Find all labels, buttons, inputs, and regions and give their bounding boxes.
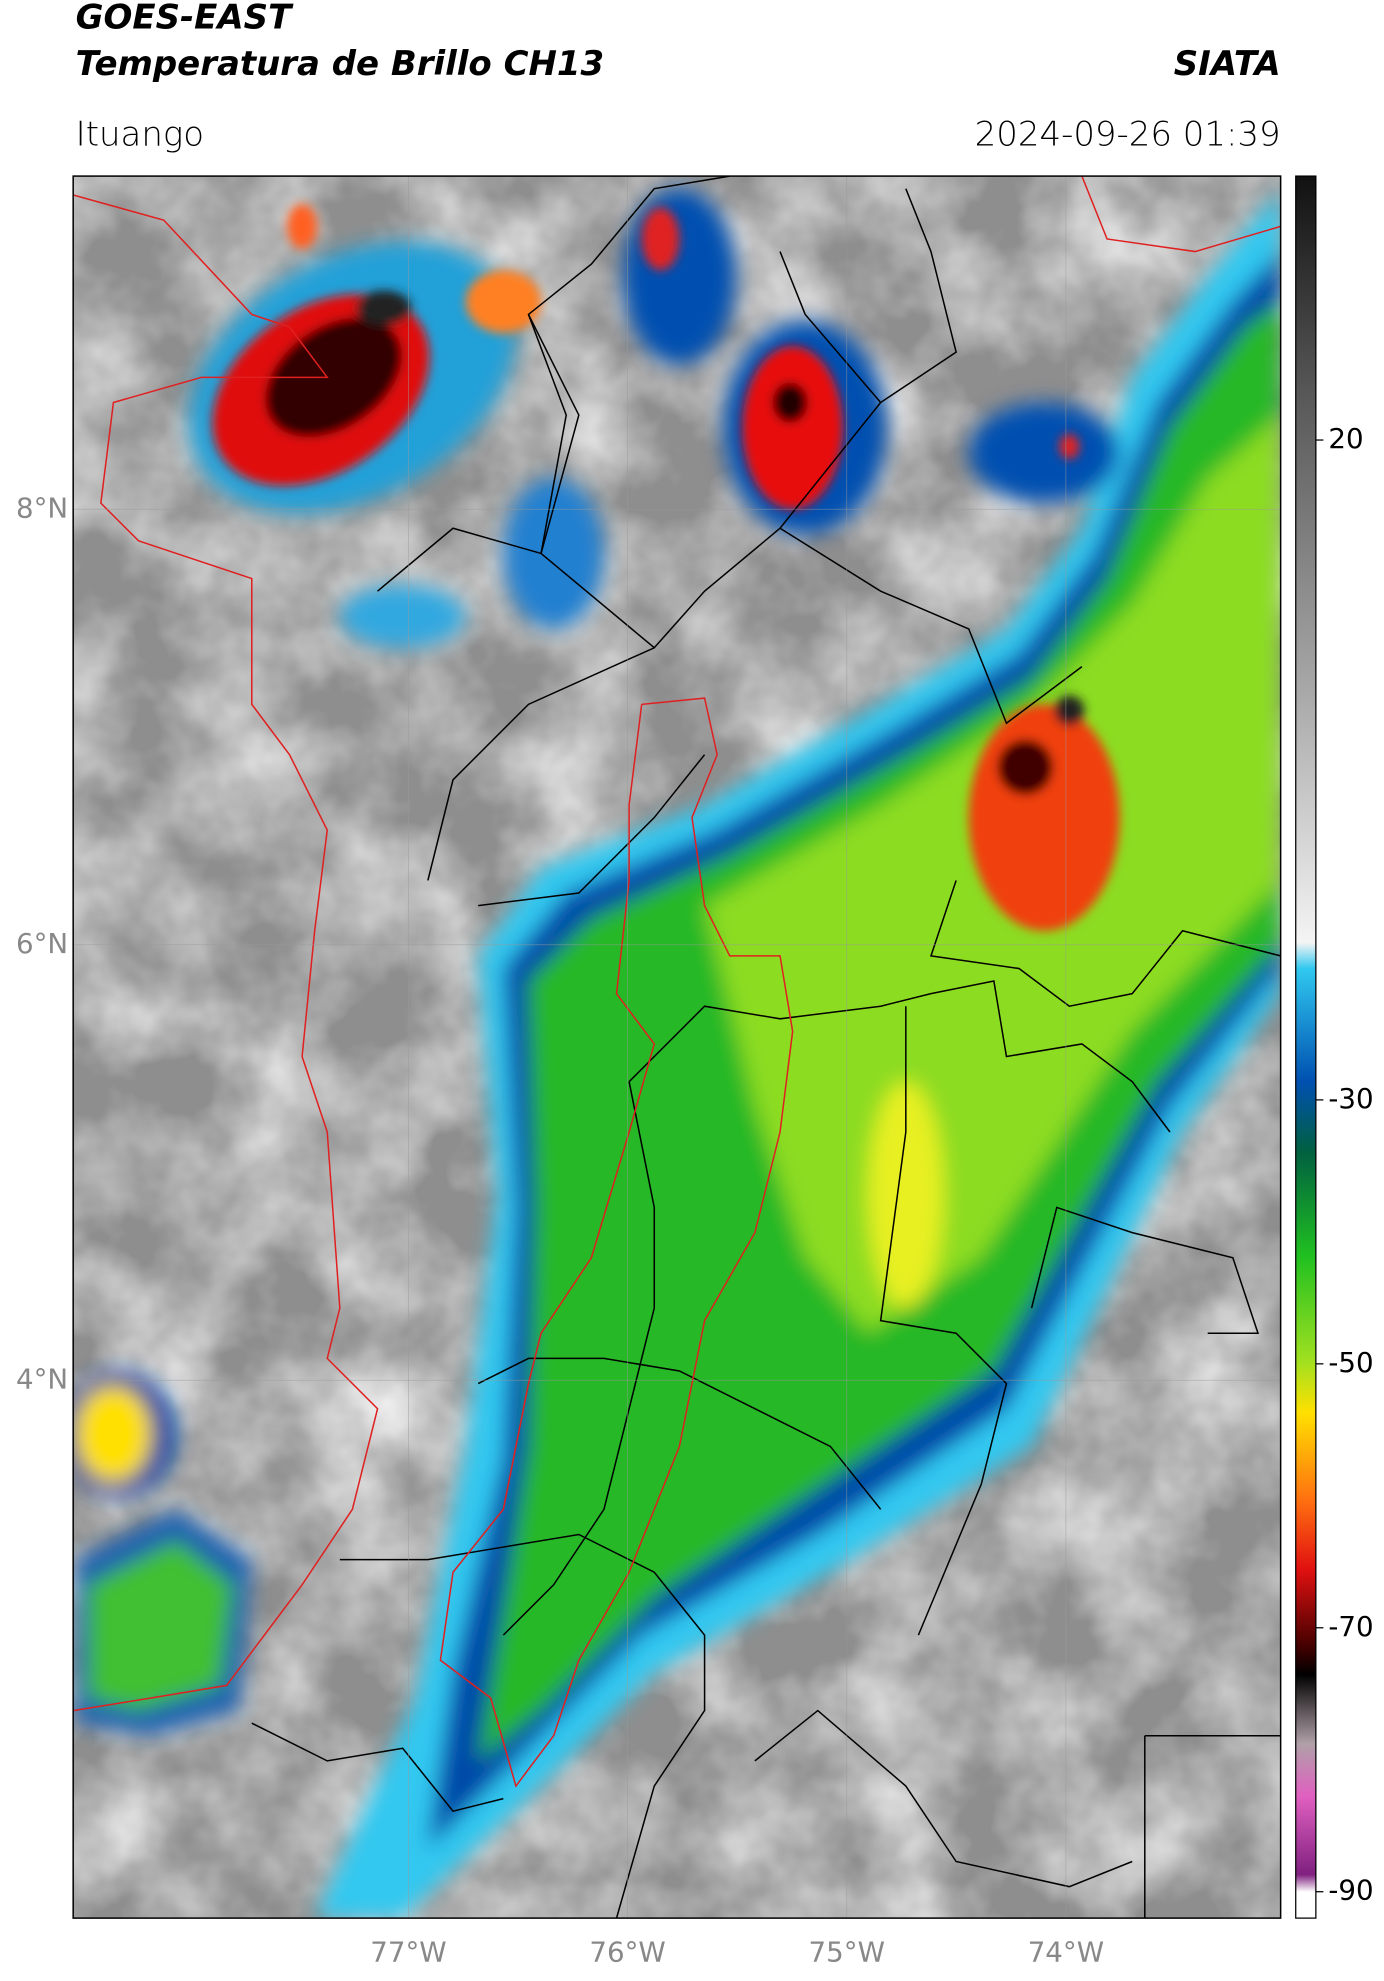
location: Ituango (76, 114, 204, 154)
datetime: 2024-09-26 01:39 (975, 114, 1281, 154)
colorbar-tick-label: -50 (1328, 1346, 1373, 1379)
agency: SIATA (1174, 44, 1281, 84)
colorbar-tick-label: -90 (1328, 1874, 1373, 1907)
lon-tick-label: 77°W (370, 1935, 446, 1968)
map-frame (72, 175, 1282, 1919)
lat-tick-label: 8°N (16, 491, 68, 524)
lon-tick-label: 76°W (589, 1935, 665, 1968)
colorbar-tick-label: -30 (1328, 1082, 1373, 1115)
satellite: GOES-EAST (76, 0, 294, 37)
satellite-image (73, 176, 1281, 1919)
lon-tick-label: 75°W (809, 1935, 885, 1968)
lon-tick-label: 74°W (1028, 1935, 1104, 1968)
admin-borders (251, 176, 1281, 1919)
lat-tick-label: 4°N (16, 1362, 68, 1395)
product: Temperatura de Brillo CH13 (76, 44, 604, 84)
colorbar-tick-label: -70 (1328, 1610, 1373, 1643)
colorbar (1295, 175, 1317, 1919)
coastline (73, 176, 1281, 1788)
colorbar-tick-label: 20 (1328, 422, 1363, 455)
lat-tick-label: 6°N (16, 927, 68, 960)
